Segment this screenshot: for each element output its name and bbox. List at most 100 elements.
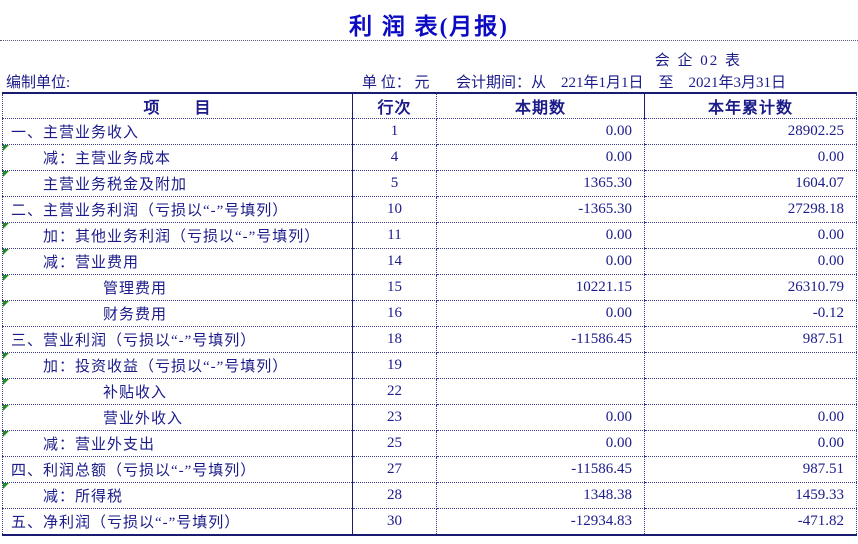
current-period-cell[interactable]: 0.00 — [436, 144, 645, 171]
table-row: 营业外收入 23 0.00 0.00 — [2, 404, 857, 431]
item-cell[interactable]: 加：投资收益（亏损以“-”号填列） — [2, 352, 353, 379]
item-cell[interactable]: 五、净利润（亏损以“-”号填列） — [3, 509, 353, 535]
ytd-cell[interactable]: 0.00 — [644, 248, 857, 275]
item-cell[interactable]: 加：其他业务利润（亏损以“-”号填列） — [2, 222, 353, 249]
ytd-cell[interactable]: 1604.07 — [644, 170, 857, 197]
ytd-cell[interactable] — [644, 378, 857, 405]
col-header-item: 项 目 — [2, 93, 353, 119]
line-no-cell[interactable]: 25 — [352, 430, 437, 457]
current-period-cell[interactable]: 0.00 — [436, 404, 645, 431]
item-label: 主营业务税金及附加 — [43, 177, 188, 193]
error-marker-icon — [3, 145, 9, 151]
ytd-cell[interactable]: 28902.25 — [644, 118, 857, 145]
ytd-cell[interactable]: 0.00 — [644, 222, 857, 249]
item-cell[interactable]: 营业外收入 — [2, 404, 353, 431]
current-period-cell[interactable]: -11586.45 — [436, 326, 645, 353]
current-period-cell[interactable]: 0.00 — [436, 300, 645, 327]
ytd-cell[interactable]: 987.51 — [644, 326, 857, 353]
ytd-cell[interactable]: 27298.18 — [644, 196, 857, 223]
table-row: 管理费用 15 10221.15 26310.79 — [2, 274, 857, 301]
item-cell[interactable]: 三、营业利润（亏损以“-”号填列） — [2, 326, 353, 353]
col-header-line-no: 行次 — [352, 93, 437, 119]
table-row: 补贴收入 22 — [2, 378, 857, 405]
item-label: 加：投资收益（亏损以“-”号填列） — [43, 359, 289, 375]
item-cell[interactable]: 减：营业外支出 — [2, 430, 353, 457]
item-label: 减：所得税 — [43, 489, 124, 505]
line-no-cell[interactable]: 4 — [352, 144, 437, 171]
line-no-cell[interactable]: 5 — [352, 170, 437, 197]
item-cell[interactable]: 减：所得税 — [2, 482, 353, 509]
item-cell[interactable]: 财务费用 — [2, 300, 353, 327]
item-cell[interactable]: 减：营业费用 — [2, 248, 353, 275]
table-row: 减：所得税 28 1348.38 1459.33 — [2, 482, 857, 509]
item-cell[interactable]: 管理费用 — [2, 274, 353, 301]
table-row: 减：营业外支出 25 0.00 0.00 — [2, 430, 857, 457]
ytd-cell[interactable]: 0.00 — [644, 144, 857, 171]
line-no-cell[interactable]: 1 — [352, 118, 437, 145]
item-cell[interactable]: 一、主营业务收入 — [2, 118, 353, 145]
line-no-cell[interactable]: 23 — [352, 404, 437, 431]
item-cell[interactable]: 减：主营业务成本 — [2, 144, 353, 171]
table-header-row: 项 目 行次 本期数 本年累计数 — [2, 93, 857, 119]
table-row: 主营业务税金及附加 5 1365.30 1604.07 — [2, 170, 857, 197]
ytd-cell[interactable]: 0.00 — [644, 430, 857, 457]
current-period-cell[interactable] — [436, 352, 645, 379]
item-cell[interactable]: 四、利润总额（亏损以“-”号填列） — [2, 456, 353, 483]
line-no-cell[interactable]: 28 — [352, 482, 437, 509]
line-no-cell[interactable]: 10 — [352, 196, 437, 223]
current-period-cell[interactable] — [436, 378, 645, 405]
ytd-cell[interactable]: -471.82 — [644, 508, 857, 535]
error-marker-icon — [3, 301, 9, 307]
current-period-cell[interactable]: 0.00 — [436, 248, 645, 275]
current-period-cell[interactable]: 1365.30 — [436, 170, 645, 197]
item-cell[interactable]: 二、主营业务利润（亏损以“-”号填列） — [2, 196, 353, 223]
item-label: 减：主营业务成本 — [43, 151, 172, 167]
ytd-cell[interactable] — [644, 352, 857, 379]
current-period-cell[interactable]: 0.00 — [436, 118, 645, 145]
meta-row: 编制单位: 单 位： 元 会计期间：从 221年1月1日 至 2021年3月31… — [0, 71, 858, 91]
line-no-cell[interactable]: 30 — [352, 508, 437, 535]
line-no-cell[interactable]: 16 — [352, 300, 437, 327]
error-marker-icon — [3, 171, 9, 177]
title-divider — [0, 40, 858, 41]
line-no-cell[interactable]: 22 — [352, 378, 437, 405]
error-marker-icon — [3, 275, 9, 281]
current-period-cell[interactable]: 0.00 — [436, 222, 645, 249]
line-no-cell[interactable]: 15 — [352, 274, 437, 301]
current-period-cell[interactable]: 0.00 — [436, 430, 645, 457]
ytd-cell[interactable]: 1459.33 — [644, 482, 857, 509]
line-no-cell[interactable]: 14 — [352, 248, 437, 275]
item-label: 财务费用 — [103, 307, 168, 323]
current-period-cell[interactable]: -12934.83 — [570, 512, 632, 529]
current-period-cell[interactable]: -1365.30 — [436, 196, 645, 223]
current-period-cell[interactable]: -11586.45 — [436, 456, 645, 483]
item-label: 四、利润总额（亏损以“-”号填列） — [11, 463, 257, 479]
item-cell[interactable]: 主营业务税金及附加 — [2, 170, 353, 197]
item-label: 加：其他业务利润（亏损以“-”号填列） — [43, 229, 321, 245]
table-row: 四、利润总额（亏损以“-”号填列） 27 -11586.45 987.51 — [2, 456, 857, 483]
current-period-cell[interactable]: 10221.15 — [436, 274, 645, 301]
ytd-cell[interactable]: 987.51 — [644, 456, 857, 483]
error-marker-icon — [3, 405, 9, 411]
col-header-year-to-date: 本年累计数 — [644, 93, 857, 119]
item-label: 补贴收入 — [103, 385, 168, 401]
item-label: 营业外收入 — [103, 411, 184, 427]
item-label: 三、营业利润（亏损以“-”号填列） — [11, 333, 257, 349]
line-no-cell[interactable]: 18 — [352, 326, 437, 353]
error-marker-icon — [3, 483, 9, 489]
item-cell[interactable]: 补贴收入 — [2, 378, 353, 405]
line-no-cell[interactable]: 11 — [352, 222, 437, 249]
table-row: 五、净利润（亏损以“-”号填列） 30 -12934.83 -471.82 — [3, 508, 857, 535]
ytd-cell[interactable]: 26310.79 — [644, 274, 857, 301]
error-marker-icon — [3, 223, 9, 229]
error-marker-icon — [3, 249, 9, 255]
ytd-cell[interactable]: 0.00 — [644, 404, 857, 431]
table-row: 一、主营业务收入 1 0.00 28902.25 — [2, 118, 857, 145]
current-period-cell[interactable]: 1348.38 — [436, 482, 645, 509]
prepared-by-label: 编制单位: — [6, 75, 71, 91]
item-label: 管理费用 — [103, 281, 168, 297]
line-no-cell[interactable]: 19 — [352, 352, 437, 379]
ytd-cell[interactable]: -0.12 — [644, 300, 857, 327]
line-no-cell[interactable]: 27 — [352, 456, 437, 483]
col-header-current-period: 本期数 — [436, 93, 645, 119]
